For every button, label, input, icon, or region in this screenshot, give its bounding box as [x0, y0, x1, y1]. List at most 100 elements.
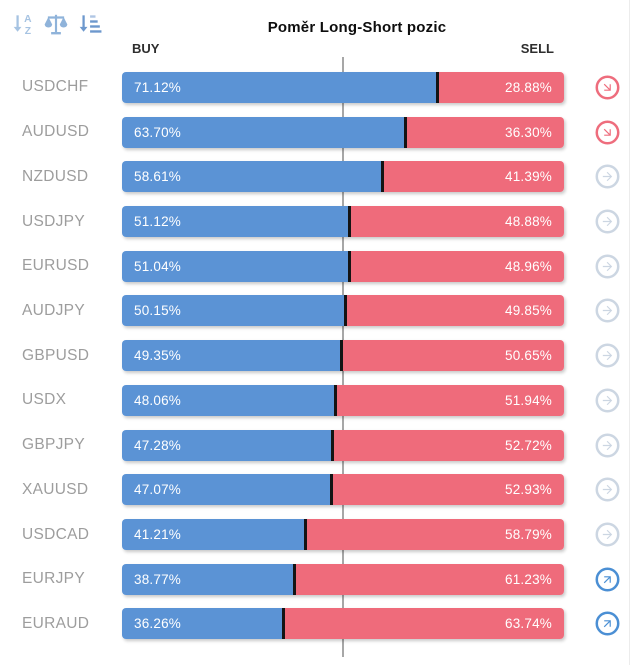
trend-icon-cell — [595, 254, 620, 279]
table-row[interactable]: USDCAD 41.21% 58.79% — [0, 512, 630, 557]
sell-segment: 50.65% — [343, 340, 564, 372]
trend-arrow-icon[interactable] — [595, 611, 620, 636]
arrow-rotation — [602, 261, 613, 271]
ratio-bar: 47.28% 52.72% — [122, 429, 564, 461]
pair-label: EURAUD — [22, 614, 90, 632]
buy-segment: 41.21% — [122, 519, 305, 551]
table-row[interactable]: NZDUSD 58.61% 41.39% — [0, 154, 630, 199]
ratio-bar: 38.77% 61.23% — [122, 563, 564, 595]
sell-segment: 58.79% — [307, 519, 564, 551]
segment-divider — [293, 563, 297, 595]
svg-text:Z: Z — [25, 26, 31, 37]
arrow-rotation — [603, 128, 611, 136]
arrow-rotation — [602, 485, 613, 495]
sort-amount-icon[interactable] — [76, 11, 102, 37]
sort-alphabetical-icon[interactable]: A Z — [10, 11, 36, 37]
sell-segment: 49.85% — [346, 295, 564, 327]
arrow-rotation — [602, 216, 613, 227]
pair-label: EURUSD — [22, 257, 90, 275]
ratio-bar: 49.35% 50.65% — [122, 340, 564, 372]
sell-value: 63.74% — [505, 616, 552, 632]
trend-icon-cell — [595, 477, 620, 502]
trend-icon-cell — [595, 522, 620, 547]
table-row[interactable]: USDCHF 71.12% 28.88% — [0, 65, 630, 110]
buy-segment: 47.28% — [122, 429, 331, 461]
trend-arrow-icon[interactable] — [595, 164, 620, 189]
trend-arrow-icon[interactable] — [595, 75, 620, 100]
segment-divider — [347, 206, 351, 238]
sort-toolbar: A Z — [10, 11, 102, 37]
trend-arrow-icon[interactable] — [595, 477, 620, 502]
buy-value: 36.26% — [134, 616, 181, 632]
buy-segment: 49.35% — [122, 340, 341, 372]
trend-arrow-icon[interactable] — [595, 298, 620, 323]
trend-arrow-icon[interactable] — [595, 522, 620, 547]
table-row[interactable]: USDX 48.06% 51.94% — [0, 378, 630, 423]
page-title: Poměr Long-Short pozic — [267, 19, 447, 36]
arrow-rotation — [603, 575, 611, 583]
ratio-bar: 47.07% 52.93% — [122, 474, 564, 506]
trend-arrow-icon[interactable] — [595, 120, 620, 145]
sell-value: 48.88% — [505, 214, 552, 230]
ratio-bar: 48.06% 51.94% — [122, 384, 564, 416]
buy-value: 50.15% — [134, 303, 181, 319]
trend-arrow-icon[interactable] — [595, 254, 620, 279]
buy-value: 49.35% — [134, 348, 181, 364]
segment-divider — [334, 384, 338, 416]
pair-label: XAUUSD — [22, 480, 89, 498]
sell-value: 58.79% — [505, 527, 552, 543]
arrow-rotation — [602, 306, 613, 316]
trend-arrow-icon[interactable] — [595, 388, 620, 413]
trend-icon-cell — [595, 75, 620, 100]
buy-value: 51.12% — [134, 214, 181, 230]
buy-segment: 48.06% — [122, 384, 335, 416]
segment-divider — [330, 429, 334, 461]
trend-icon-cell — [595, 388, 620, 413]
sell-value: 51.94% — [505, 392, 552, 408]
buy-value: 47.28% — [134, 437, 181, 453]
table-row[interactable]: XAUUSD 47.07% 52.93% — [0, 467, 630, 512]
table-row[interactable]: GBPJPY 47.28% 52.72% — [0, 423, 630, 468]
balance-scale-icon[interactable] — [43, 11, 69, 37]
table-row[interactable]: EURJPY 38.77% 61.23% — [0, 557, 630, 602]
pair-label: NZDUSD — [22, 167, 89, 185]
segment-divider — [340, 340, 344, 372]
trend-icon-cell — [595, 209, 620, 234]
arrow-rotation — [602, 529, 613, 540]
buy-segment: 36.26% — [122, 608, 283, 640]
sell-segment: 48.88% — [350, 206, 564, 238]
sell-value: 50.65% — [505, 348, 552, 364]
trend-icon-cell — [595, 343, 620, 368]
buy-value: 47.07% — [134, 482, 181, 498]
table-row[interactable]: USDJPY 51.12% 48.88% — [0, 199, 630, 244]
pair-label: USDCAD — [22, 525, 90, 543]
trend-arrow-icon[interactable] — [595, 343, 620, 368]
segment-divider — [381, 161, 385, 193]
table-row[interactable]: GBPUSD 49.35% 50.65% — [0, 333, 630, 378]
trend-icon-cell — [595, 611, 620, 636]
sell-value: 61.23% — [505, 571, 552, 587]
trend-arrow-icon[interactable] — [595, 567, 620, 592]
sell-segment: 52.93% — [333, 474, 564, 506]
buy-value: 58.61% — [134, 169, 181, 185]
sell-value: 36.30% — [505, 124, 552, 140]
trend-arrow-icon[interactable] — [595, 433, 620, 458]
table-row[interactable]: EURAUD 36.26% 63.74% — [0, 602, 630, 647]
arrow-rotation — [602, 172, 613, 182]
trend-arrow-icon[interactable] — [595, 209, 620, 234]
sell-segment: 51.94% — [337, 384, 564, 416]
table-row[interactable]: AUDUSD 63.70% 36.30% — [0, 110, 630, 155]
ratio-bar: 63.70% 36.30% — [122, 116, 564, 148]
segment-divider — [330, 474, 334, 506]
table-row[interactable]: EURUSD 51.04% 48.96% — [0, 244, 630, 289]
ratio-bar: 41.21% 58.79% — [122, 519, 564, 551]
arrow-rotation — [602, 395, 613, 406]
buy-value: 71.12% — [134, 79, 181, 95]
buy-segment: 38.77% — [122, 563, 294, 595]
segment-divider — [347, 250, 351, 282]
sell-value: 49.85% — [505, 303, 552, 319]
sell-segment: 48.96% — [350, 250, 564, 282]
sell-column-header: SELL — [520, 41, 554, 56]
buy-value: 41.21% — [134, 527, 181, 543]
table-row[interactable]: AUDJPY 50.15% 49.85% — [0, 289, 630, 334]
